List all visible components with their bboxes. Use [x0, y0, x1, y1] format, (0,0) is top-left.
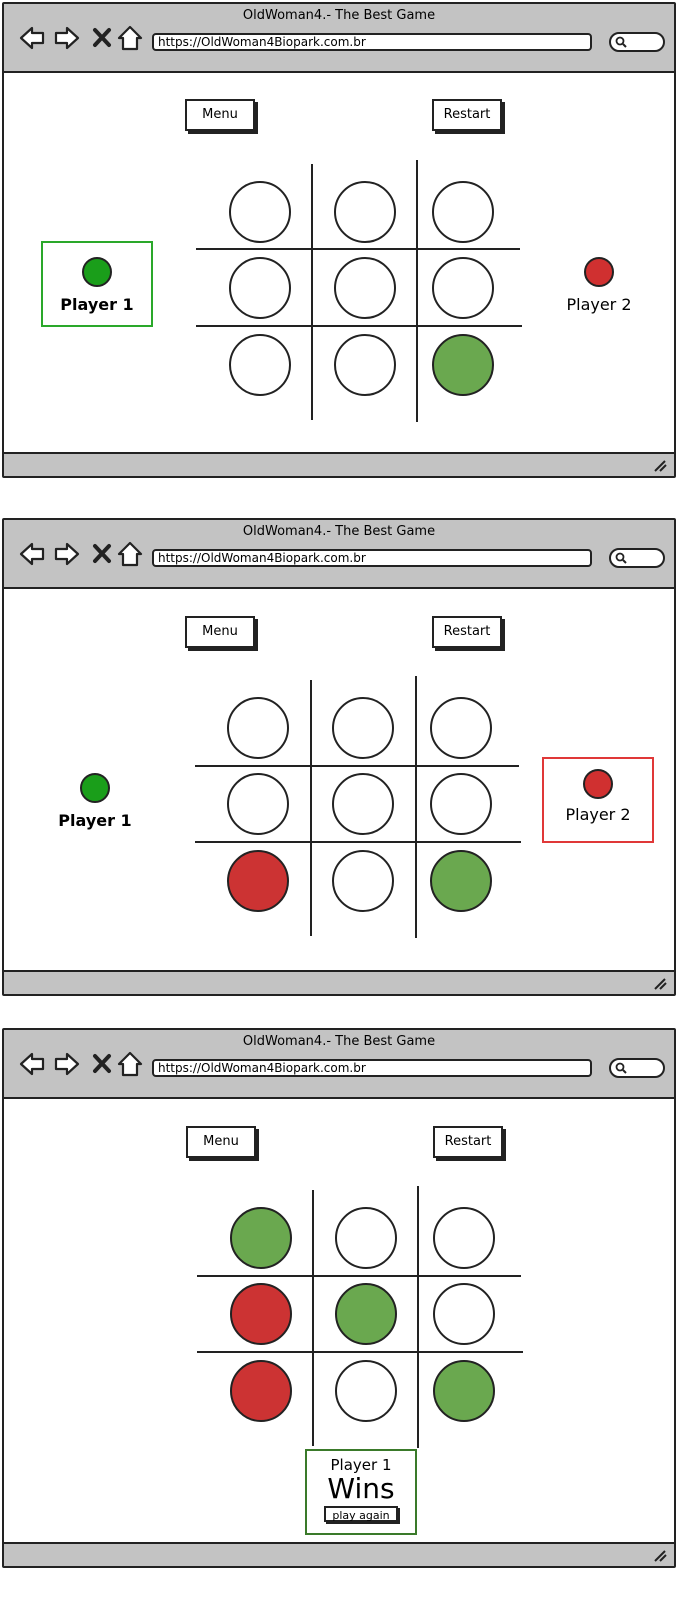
board-cell[interactable] — [332, 697, 394, 759]
grid-line-v2 — [417, 1186, 419, 1448]
win-message: Wins — [327, 1472, 395, 1505]
board-cell[interactable] — [430, 850, 492, 912]
board-cell[interactable] — [229, 181, 291, 243]
board-cell[interactable] — [432, 257, 494, 319]
search-icon — [615, 1062, 627, 1074]
board-cell[interactable] — [335, 1360, 397, 1422]
player1-panel: Player 1 — [41, 241, 153, 327]
restart-button[interactable]: Restart — [433, 1126, 503, 1158]
player1-token-icon — [82, 257, 112, 287]
resize-grip-icon[interactable] — [652, 976, 668, 990]
player2-label: Player 2 — [565, 805, 631, 824]
restart-button[interactable]: Restart — [432, 616, 502, 648]
browser-window-2: OldWoman4.- The Best Game https://OldWom… — [2, 518, 676, 996]
board-cell[interactable] — [229, 334, 291, 396]
close-icon[interactable] — [89, 24, 117, 52]
window-title: OldWoman4.- The Best Game — [242, 524, 436, 539]
board-cell[interactable] — [334, 181, 396, 243]
home-icon[interactable] — [116, 24, 144, 52]
search-field[interactable] — [609, 1058, 665, 1078]
board-cell[interactable] — [433, 1207, 495, 1269]
grid-line-v1 — [311, 164, 313, 420]
board-cell[interactable] — [433, 1360, 495, 1422]
board-cell[interactable] — [332, 773, 394, 835]
player1-panel: Player 1 — [39, 759, 151, 845]
player2-token-icon — [584, 257, 614, 287]
grid-line-h2 — [195, 841, 521, 843]
win-dialog: Player 1 Wins play again — [305, 1449, 417, 1535]
board-cell[interactable] — [227, 697, 289, 759]
url-field[interactable]: https://OldWoman4Biopark.com.br — [152, 33, 592, 51]
close-icon[interactable] — [89, 540, 117, 568]
grid-line-h2 — [197, 1351, 523, 1353]
grid-line-h1 — [197, 1275, 521, 1277]
grid-line-v2 — [415, 676, 417, 938]
player1-label: Player 1 — [58, 811, 132, 830]
board-cell[interactable] — [432, 334, 494, 396]
board-cell[interactable] — [334, 257, 396, 319]
grid-line-v1 — [310, 680, 312, 936]
board-cell[interactable] — [430, 697, 492, 759]
back-icon[interactable] — [18, 1050, 46, 1078]
back-icon[interactable] — [18, 540, 46, 568]
window-title: OldWoman4.- The Best Game — [242, 8, 436, 23]
board-cell[interactable] — [334, 334, 396, 396]
player1-token-icon — [80, 773, 110, 803]
grid-line-v1 — [312, 1190, 314, 1446]
url-field[interactable]: https://OldWoman4Biopark.com.br — [152, 549, 592, 567]
board-cell[interactable] — [332, 850, 394, 912]
board-cell[interactable] — [227, 773, 289, 835]
player1-label: Player 1 — [60, 295, 134, 314]
forward-icon[interactable] — [53, 24, 81, 52]
board-cell[interactable] — [227, 850, 289, 912]
home-icon[interactable] — [116, 1050, 144, 1078]
forward-icon[interactable] — [53, 1050, 81, 1078]
board-cell[interactable] — [230, 1360, 292, 1422]
menu-button[interactable]: Menu — [185, 99, 255, 131]
grid-line-h1 — [195, 765, 519, 767]
grid-line-h2 — [196, 325, 522, 327]
status-bar — [4, 1542, 674, 1566]
player2-token-icon — [583, 769, 613, 799]
winner-name: Player 1 — [330, 1456, 392, 1474]
board-cell[interactable] — [335, 1207, 397, 1269]
grid-line-h1 — [196, 248, 520, 250]
play-again-button[interactable]: play again — [324, 1506, 398, 1522]
board-cell[interactable] — [229, 257, 291, 319]
search-icon — [615, 36, 627, 48]
player2-panel: Player 2 — [542, 757, 654, 843]
board-cell[interactable] — [230, 1283, 292, 1345]
browser-window-1: OldWoman4.- The Best Game https://OldWom… — [2, 2, 676, 478]
resize-grip-icon[interactable] — [652, 458, 668, 472]
search-field[interactable] — [609, 32, 665, 52]
status-bar — [4, 970, 674, 994]
back-icon[interactable] — [18, 24, 46, 52]
board-cell[interactable] — [335, 1283, 397, 1345]
status-bar — [4, 452, 674, 476]
grid-line-v2 — [416, 160, 418, 422]
player2-label: Player 2 — [566, 295, 632, 314]
forward-icon[interactable] — [53, 540, 81, 568]
browser-toolbar: OldWoman4.- The Best Game https://OldWom… — [4, 520, 674, 589]
url-field[interactable]: https://OldWoman4Biopark.com.br — [152, 1059, 592, 1077]
board-cell[interactable] — [230, 1207, 292, 1269]
player2-panel: Player 2 — [543, 243, 655, 329]
window-title: OldWoman4.- The Best Game — [242, 1034, 436, 1049]
restart-button[interactable]: Restart — [432, 99, 502, 131]
menu-button[interactable]: Menu — [185, 616, 255, 648]
board-cell[interactable] — [430, 773, 492, 835]
search-icon — [615, 552, 627, 564]
close-icon[interactable] — [89, 1050, 117, 1078]
browser-toolbar: OldWoman4.- The Best Game https://OldWom… — [4, 1030, 674, 1099]
search-field[interactable] — [609, 548, 665, 568]
menu-button[interactable]: Menu — [186, 1126, 256, 1158]
resize-grip-icon[interactable] — [652, 1548, 668, 1562]
board-cell[interactable] — [432, 181, 494, 243]
browser-toolbar: OldWoman4.- The Best Game https://OldWom… — [4, 4, 674, 73]
board-cell[interactable] — [433, 1283, 495, 1345]
home-icon[interactable] — [116, 540, 144, 568]
